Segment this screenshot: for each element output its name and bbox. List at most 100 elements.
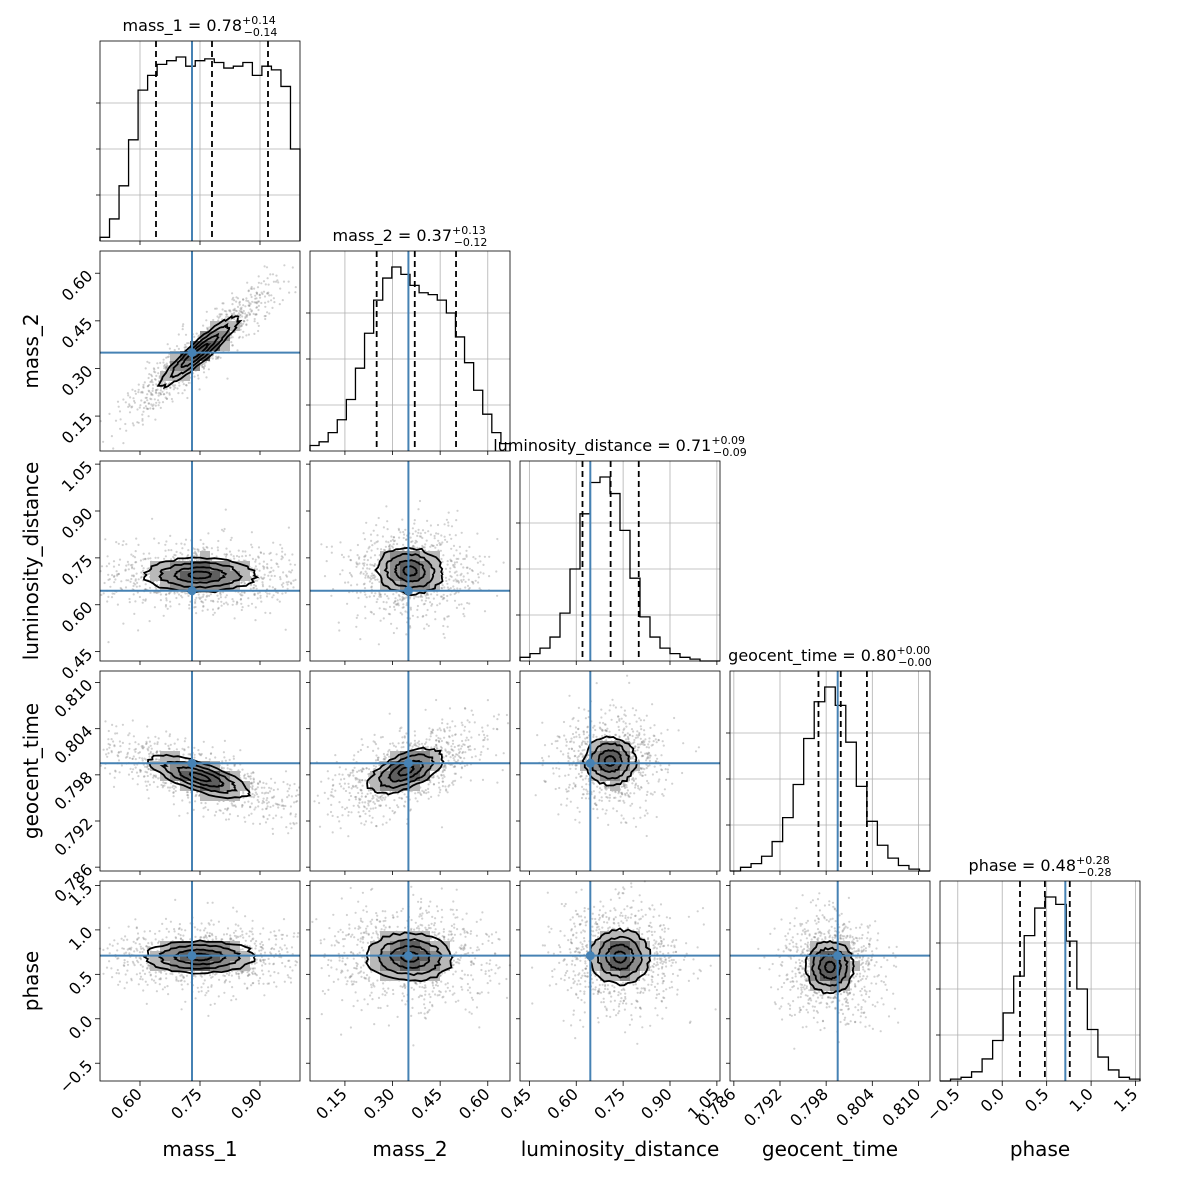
- sample-point: [180, 542, 183, 545]
- sample-point: [212, 600, 215, 603]
- sample-point: [245, 323, 248, 327]
- sample-point: [268, 592, 271, 595]
- sample-point: [320, 543, 323, 546]
- sample-point: [112, 560, 116, 563]
- sample-point: [133, 612, 136, 616]
- sample-point: [162, 361, 165, 364]
- sample-point: [366, 567, 369, 570]
- sample-point: [496, 537, 499, 541]
- sample-point: [259, 296, 262, 299]
- sample-point: [416, 616, 419, 619]
- sample-point: [258, 293, 261, 296]
- sample-point: [255, 306, 258, 309]
- sample-point: [114, 578, 117, 581]
- sample-point: [239, 313, 242, 316]
- sample-point: [272, 569, 275, 572]
- sample-point: [450, 537, 453, 540]
- sample-point: [237, 549, 240, 552]
- sample-point: [163, 365, 166, 368]
- sample-point: [391, 538, 394, 541]
- sample-point: [135, 537, 138, 540]
- sample-point: [233, 311, 236, 314]
- sample-point: [258, 294, 261, 297]
- sample-point: [270, 566, 273, 569]
- density-cells: [380, 551, 440, 591]
- sample-point: [279, 578, 282, 581]
- sample-point: [154, 389, 158, 392]
- sample-point: [371, 564, 374, 567]
- sample-point: [244, 316, 247, 320]
- sample-point: [266, 277, 269, 280]
- sample-point: [242, 320, 245, 323]
- sample-point: [370, 539, 373, 543]
- scatter-panel-luminosity_distance-vs-mass_1: 0.450.600.750.901.05: [58, 457, 301, 683]
- sample-point: [238, 309, 241, 312]
- sample-point: [129, 396, 132, 399]
- sample-point: [446, 625, 449, 628]
- sample-point: [272, 297, 275, 300]
- sample-point: [219, 596, 222, 599]
- sample-point: [249, 302, 252, 305]
- sample-point: [294, 286, 297, 289]
- sample-point: [417, 528, 420, 531]
- sample-point: [449, 587, 452, 590]
- sample-point: [471, 569, 474, 573]
- sample-point: [222, 602, 226, 605]
- sample-point: [460, 531, 463, 534]
- sample-point: [346, 602, 349, 605]
- sample-point: [460, 579, 463, 582]
- sample-point: [158, 401, 161, 404]
- sample-point: [134, 392, 137, 395]
- sample-point: [127, 405, 130, 408]
- sample-point: [217, 316, 220, 319]
- sample-point: [442, 632, 445, 636]
- sample-point: [387, 612, 390, 616]
- sample-point: [220, 600, 223, 603]
- sample-point: [245, 315, 248, 318]
- sample-point: [243, 320, 246, 323]
- sample-point: [241, 311, 244, 314]
- sample-point: [168, 392, 171, 395]
- sample-point: [254, 301, 257, 304]
- sample-point: [228, 550, 232, 553]
- sample-point: [496, 594, 499, 597]
- sample-point: [365, 572, 368, 575]
- sample-point: [447, 511, 450, 514]
- sample-point: [231, 344, 234, 347]
- sample-point: [443, 535, 446, 538]
- sample-point: [409, 626, 412, 629]
- sample-point: [417, 531, 420, 534]
- sample-point: [128, 411, 132, 414]
- sample-point: [416, 604, 419, 608]
- sample-point: [241, 312, 244, 315]
- sample-point: [420, 599, 423, 602]
- sample-point: [155, 389, 158, 392]
- sample-point: [165, 397, 168, 400]
- sample-point: [482, 572, 485, 575]
- sample-point: [198, 388, 201, 391]
- sample-point: [142, 406, 146, 410]
- sample-point: [144, 558, 147, 561]
- sample-point: [166, 607, 169, 610]
- sample-point: [399, 531, 402, 534]
- sample-point: [242, 322, 245, 325]
- sample-point: [433, 534, 436, 538]
- sample-point: [169, 386, 172, 389]
- sample-point: [151, 389, 154, 392]
- sample-point: [239, 322, 243, 325]
- sample-point: [122, 622, 125, 625]
- sample-point: [388, 605, 392, 609]
- sample-point: [224, 508, 227, 511]
- sample-point: [146, 407, 149, 411]
- sample-point: [290, 582, 293, 585]
- sample-point: [154, 418, 157, 421]
- sample-point: [128, 597, 131, 601]
- sample-point: [400, 599, 403, 602]
- sample-point: [232, 600, 235, 603]
- sample-point: [185, 384, 188, 387]
- sample-point: [229, 309, 232, 312]
- sample-point: [362, 572, 365, 575]
- sample-point: [275, 274, 278, 277]
- sample-point: [229, 310, 232, 313]
- sample-point: [138, 406, 141, 409]
